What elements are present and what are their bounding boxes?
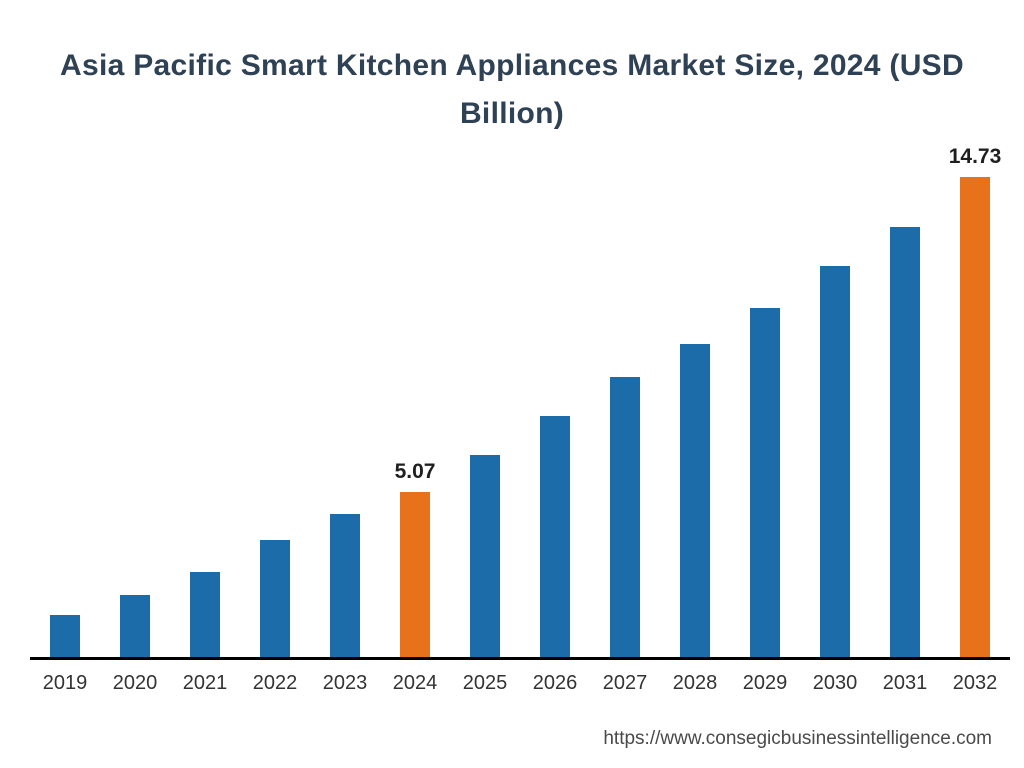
bar-column	[100, 595, 170, 657]
x-tick-label: 2019	[42, 672, 88, 694]
bar[interactable]	[190, 572, 220, 657]
bar-column: 5.07	[380, 460, 450, 657]
x-tick-label: 2022	[252, 672, 298, 694]
bar[interactable]	[260, 540, 290, 657]
chart-title: Asia Pacific Smart Kitchen Appliances Ma…	[60, 49, 964, 130]
x-tick-label: 2027	[602, 672, 648, 694]
bar[interactable]	[400, 492, 430, 657]
x-tick-label: 2023	[322, 672, 368, 694]
source-url: https://www.consegicbusinessintelligence…	[603, 728, 992, 749]
x-tick-label: 2026	[532, 672, 578, 694]
bar[interactable]	[680, 344, 710, 657]
x-tick-label: 2030	[812, 672, 858, 694]
bar-column	[870, 227, 940, 657]
bar-column	[660, 344, 730, 657]
bar[interactable]	[120, 595, 150, 657]
bar-column	[590, 377, 660, 657]
bar-value-label: 14.73	[948, 145, 1002, 168]
x-tick-label: 2032	[952, 672, 998, 694]
bar[interactable]	[750, 308, 780, 657]
x-tick-label: 2028	[672, 672, 718, 694]
bar-column	[520, 416, 590, 657]
x-tick-label: 2029	[742, 672, 788, 694]
bar[interactable]	[820, 266, 850, 657]
x-tick-label: 2021	[182, 672, 228, 694]
x-tick-label: 2025	[462, 672, 508, 694]
bar-column	[30, 615, 100, 657]
bar-column	[730, 308, 800, 657]
plot-area: 5.07 14.73	[30, 145, 1010, 660]
bar[interactable]	[470, 455, 500, 657]
bar-column	[170, 572, 240, 657]
bar[interactable]	[330, 514, 360, 657]
bar[interactable]	[540, 416, 570, 657]
x-tick-label: 2020	[112, 672, 158, 694]
bar[interactable]	[610, 377, 640, 657]
bar-column	[310, 514, 380, 657]
x-axis-ticks: 2019 2020 2021 2022 2023 2024 2025 2026 2027 2028…	[30, 672, 1010, 695]
bar-column	[450, 455, 520, 657]
bar-column	[240, 540, 310, 657]
bar[interactable]	[50, 615, 80, 657]
bar[interactable]	[960, 177, 990, 657]
bar-column: 14.73	[940, 145, 1010, 657]
bar[interactable]	[890, 227, 920, 657]
x-tick-label: 2024	[392, 672, 438, 694]
bar-value-label: 5.07	[394, 460, 436, 483]
bar-chart: 5.07 14.73 2019 2020 2021 2022 2023 2024 2025 20…	[30, 145, 1010, 695]
bar-column	[800, 266, 870, 657]
x-tick-label: 2031	[882, 672, 928, 694]
